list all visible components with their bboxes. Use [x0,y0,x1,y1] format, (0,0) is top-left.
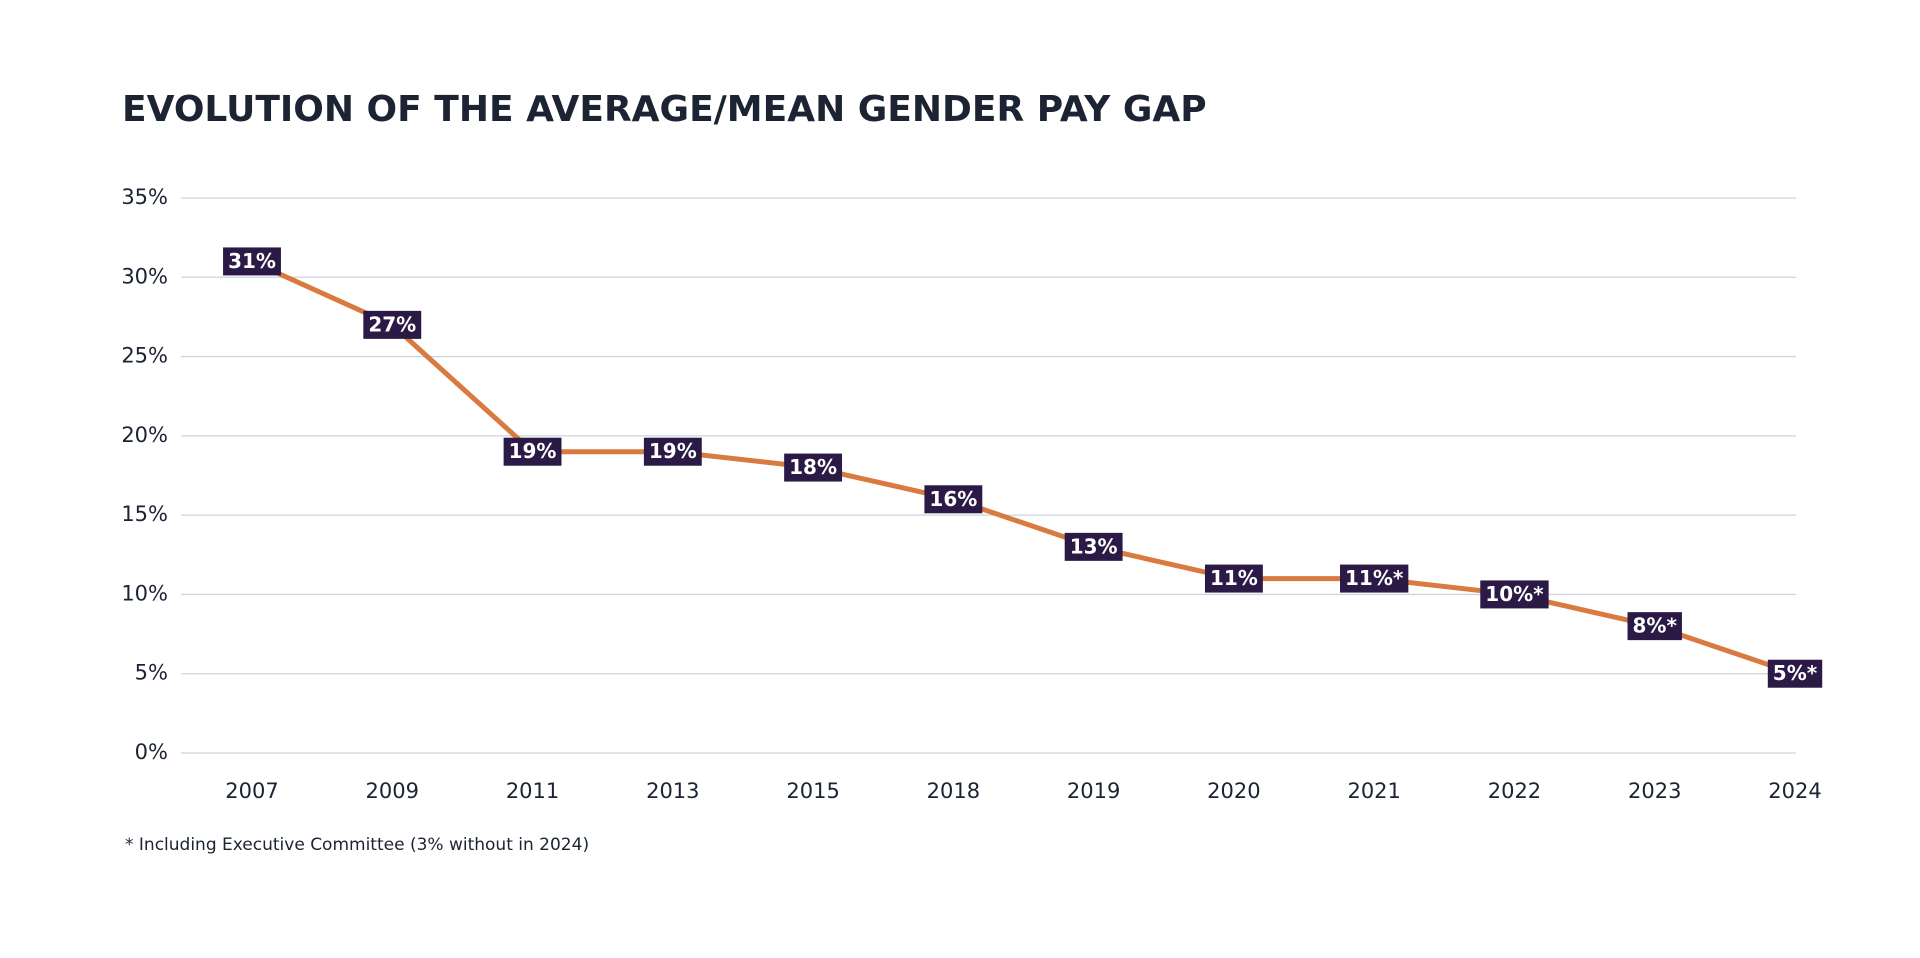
value-label-box [503,437,562,466]
x-tick-label: 2022 [1488,779,1541,803]
value-label-box [1340,564,1409,593]
value-label: 5%* [1773,661,1818,685]
y-tick-label: 20% [121,423,168,447]
x-tick-label: 2009 [366,779,419,803]
value-label: 11%* [1345,566,1404,590]
value-label-box [1204,564,1263,593]
y-tick-label: 25% [121,344,168,368]
value-label: 13% [1070,534,1118,558]
value-label: 18% [789,455,837,479]
value-label: 19% [649,439,697,463]
value-label-box [363,310,422,339]
x-tick-label: 2015 [786,779,839,803]
value-label: 16% [929,487,977,511]
y-tick-label: 30% [121,264,168,288]
chart-title: EVOLUTION OF THE AVERAGE/MEAN GENDER PAY… [122,89,1207,130]
x-tick-label: 2018 [927,779,980,803]
value-label-box [1627,612,1682,641]
value-label-box [784,453,843,482]
y-tick-label: 15% [121,502,168,526]
x-tick-label: 2019 [1067,779,1120,803]
x-tick-label: 2023 [1628,779,1681,803]
value-label: 10%* [1485,582,1544,606]
value-label-box [223,247,281,276]
value-label-box [1064,532,1123,561]
value-label: 11% [1210,566,1258,590]
data-line [250,259,1796,677]
x-tick-label: 2021 [1347,779,1400,803]
x-tick-label: 2024 [1768,779,1821,803]
x-tick-label: 2007 [225,779,278,803]
value-label-box [643,437,702,466]
value-label: 31% [228,249,276,273]
y-tick-label: 0% [135,740,168,764]
value-label-box [1480,580,1549,609]
value-label-box [924,485,983,514]
footnote: * Including Executive Committee (3% with… [125,835,589,855]
value-label: 19% [509,439,557,463]
value-label-box [1767,659,1823,688]
y-tick-label: 35% [121,185,168,209]
x-tick-label: 2013 [646,779,699,803]
x-tick-label: 2020 [1207,779,1260,803]
x-tick-label: 2011 [506,779,559,803]
y-tick-label: 5% [135,661,168,685]
value-label: 8%* [1633,614,1678,638]
value-label: 27% [368,312,416,336]
y-tick-label: 10% [121,581,168,605]
